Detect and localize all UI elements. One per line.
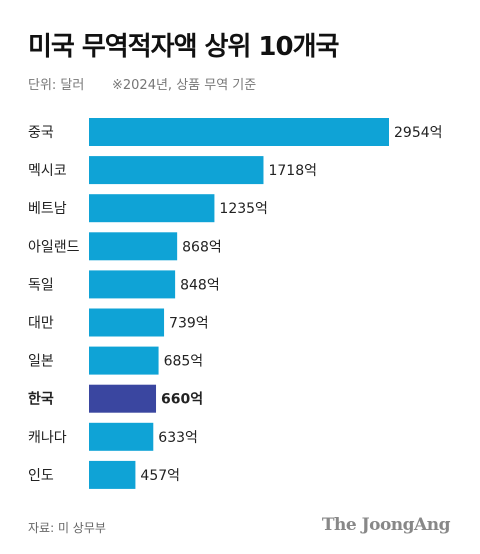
chart-title: 미국 무역적자액 상위 10개국 <box>28 32 339 62</box>
bar <box>89 270 176 299</box>
category-label: 베트남 <box>28 201 67 217</box>
value-label: 2954억 <box>394 125 443 141</box>
source-label: 자료: 미 상무부 <box>28 521 106 535</box>
bar <box>89 194 215 223</box>
bar <box>89 156 264 185</box>
category-label: 아일랜드 <box>28 239 80 255</box>
value-label: 685억 <box>164 354 204 370</box>
category-label: 독일 <box>28 277 54 293</box>
bar <box>89 346 159 375</box>
category-label: 캐나다 <box>28 430 67 446</box>
bar <box>89 460 136 489</box>
value-label: 457억 <box>140 468 180 484</box>
value-label: 1718억 <box>268 163 317 179</box>
bar-highlight <box>89 384 157 413</box>
bar <box>89 422 154 451</box>
value-label: 1235억 <box>219 201 268 217</box>
category-label: 대만 <box>28 316 54 332</box>
value-label: 633억 <box>158 430 198 446</box>
value-label: 660억 <box>161 392 203 408</box>
value-label: 739억 <box>169 316 209 332</box>
brand-logo: The JoongAng <box>321 515 451 535</box>
value-label: 868억 <box>182 239 222 255</box>
category-label: 일본 <box>28 354 54 370</box>
value-label: 848억 <box>180 277 220 293</box>
basis-note: ※2024년, 상품 무역 기준 <box>112 78 257 93</box>
category-label: 중국 <box>28 125 54 141</box>
category-label: 한국 <box>28 392 54 408</box>
bar <box>89 308 165 337</box>
category-label: 인도 <box>28 468 54 484</box>
bar <box>89 118 389 146</box>
category-label: 멕시코 <box>28 163 67 179</box>
bar <box>89 232 178 261</box>
unit-label: 단위: 달러 <box>28 78 85 93</box>
